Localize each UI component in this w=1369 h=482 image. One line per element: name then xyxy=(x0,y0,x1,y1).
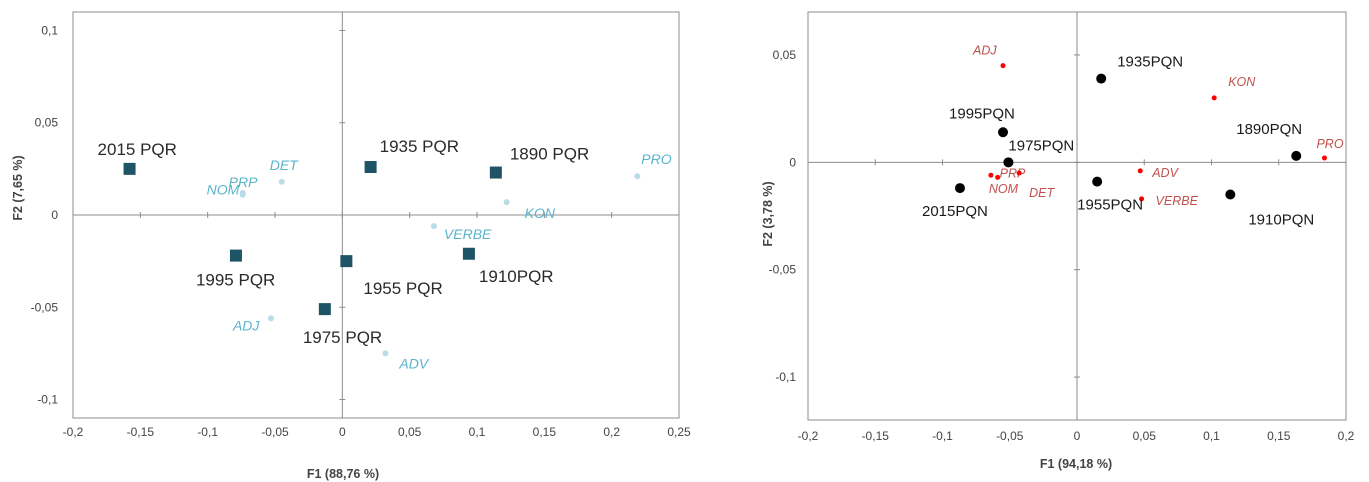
left-variable-label: PRO xyxy=(641,151,671,167)
right-y-tick-label: 0 xyxy=(789,155,796,169)
left-variable-label: KON xyxy=(525,205,556,221)
left-observation-label: 2015 PQR xyxy=(98,140,177,159)
left-observation-point xyxy=(489,166,502,179)
right-observation-point xyxy=(1092,176,1103,187)
right-observation-label: 1890PQN xyxy=(1236,121,1302,138)
right-x-tick-label: 0 xyxy=(1074,429,1081,443)
left-variable-point xyxy=(278,178,285,185)
left-observation-point xyxy=(123,162,136,175)
right-variable-point xyxy=(1211,95,1217,101)
right-observation-point xyxy=(954,183,965,194)
left-observation-point xyxy=(462,247,475,260)
left-y-tick-label: 0,1 xyxy=(41,23,58,37)
left-observation-label: 1910PQR xyxy=(479,267,554,286)
right-x-axis-title: F1 (94,18 %) xyxy=(1040,457,1112,471)
right-y-axis-title: F2 (3,78 %) xyxy=(761,181,775,246)
left-observation-label: 1935 PQR xyxy=(380,137,459,156)
right-x-tick-label: 0,2 xyxy=(1338,429,1355,443)
right-variable-point xyxy=(1321,155,1327,161)
right-observation-label: 2015PQN xyxy=(922,203,988,220)
right-observation-label: 1935PQN xyxy=(1117,54,1183,71)
right-y-tick-label: -0,1 xyxy=(775,370,796,384)
right-variable-label: NOM xyxy=(989,182,1019,196)
left-variable-point xyxy=(267,315,274,322)
left-y-tick-label: -0,1 xyxy=(37,393,58,407)
left-x-tick-label: 0,1 xyxy=(469,425,486,439)
right-observation-label: 1975PQN xyxy=(1008,137,1074,154)
left-y-tick-label: 0,05 xyxy=(35,116,59,130)
left-x-tick-label: -0,2 xyxy=(63,425,84,439)
right-y-tick-label: -0,05 xyxy=(769,263,797,277)
left-observation-point xyxy=(364,161,377,174)
right-observation-point xyxy=(1003,157,1014,168)
left-y-axis-title: F2 (7,65 %) xyxy=(11,155,25,220)
right-x-tick-label: 0,1 xyxy=(1203,429,1220,443)
left-x-axis-title: F1 (88,76 %) xyxy=(307,467,379,481)
right-variable-label: ADV xyxy=(1151,166,1179,180)
left-observation-point xyxy=(318,303,331,316)
right-x-tick-label: 0,05 xyxy=(1133,429,1157,443)
right-observation-point xyxy=(1096,73,1107,84)
left-y-tick-label: -0,05 xyxy=(31,300,59,314)
right-variable-label: PRP xyxy=(1000,166,1026,180)
left-x-tick-label: 0,2 xyxy=(603,425,620,439)
left-variable-point xyxy=(239,191,246,198)
left-observation-label: 1995 PQR xyxy=(196,271,275,290)
left-variable-point xyxy=(430,223,437,230)
right-observation-point xyxy=(998,127,1009,138)
left-variable-label: PRP xyxy=(229,174,258,190)
right-x-tick-label: -0,05 xyxy=(996,429,1024,443)
right-x-tick-label: 0,15 xyxy=(1267,429,1291,443)
right-x-tick-label: -0,1 xyxy=(932,429,953,443)
right-observation-label: 1910PQN xyxy=(1248,212,1314,229)
right-observation-label: 1995PQN xyxy=(949,105,1015,122)
right-variable-label: DET xyxy=(1029,186,1055,200)
right-variable-point xyxy=(1016,170,1022,176)
right-variable-label: PRO xyxy=(1316,137,1343,151)
left-x-tick-label: 0,25 xyxy=(667,425,691,439)
right-variable-label: VERBE xyxy=(1156,194,1199,208)
left-observation-point xyxy=(229,249,242,262)
right-x-tick-label: -0,15 xyxy=(862,429,890,443)
right-chart: -0,2 -0,15 -0,1 -0,05 0 0,05 0,1 0,15 0,2 0,05 0 -0… xyxy=(761,11,1355,471)
right-variable-label: KON xyxy=(1228,75,1256,89)
left-observation-label: 1955 PQR xyxy=(363,279,442,298)
left-variable-point xyxy=(503,199,510,206)
left-x-tick-label: -0,15 xyxy=(127,425,155,439)
left-observation-label: 1890 PQR xyxy=(510,145,589,164)
right-observation-point xyxy=(1225,189,1236,200)
left-variable-label: ADV xyxy=(398,355,429,371)
left-observation-label: 1975 PQR xyxy=(303,328,382,347)
left-x-tick-label: -0,1 xyxy=(197,425,218,439)
left-variable-label: NOM xyxy=(207,182,240,198)
left-y-tick-label: 0 xyxy=(51,208,58,222)
right-variable-point xyxy=(995,174,1001,180)
left-x-tick-label: -0,05 xyxy=(261,425,289,439)
left-observation-point xyxy=(340,255,353,268)
right-variable-point xyxy=(1139,196,1145,202)
left-variable-label: DET xyxy=(270,157,299,173)
left-x-tick-label: 0 xyxy=(339,425,346,439)
right-observation-point xyxy=(1291,150,1302,161)
right-observation-label: 1955PQN xyxy=(1077,197,1143,214)
right-variable-point xyxy=(988,172,994,178)
right-y-tick-label: 0,05 xyxy=(773,48,797,62)
right-x-tick-label: -0,2 xyxy=(798,429,819,443)
left-variable-label: VERBE xyxy=(444,226,492,242)
left-variable-point xyxy=(634,173,641,180)
left-variable-point xyxy=(382,350,389,357)
left-variable-label: ADJ xyxy=(232,317,260,333)
right-variable-point xyxy=(1000,63,1006,69)
right-variable-label: ADJ xyxy=(972,44,997,58)
right-variable-point xyxy=(1137,168,1143,174)
left-chart: -0,2 -0,15 -0,1 -0,05 0 0,05 0,1 0,15 0,2 0,25 0,1… xyxy=(11,11,691,481)
left-x-tick-label: 0,15 xyxy=(533,425,557,439)
left-x-tick-label: 0,05 xyxy=(398,425,422,439)
